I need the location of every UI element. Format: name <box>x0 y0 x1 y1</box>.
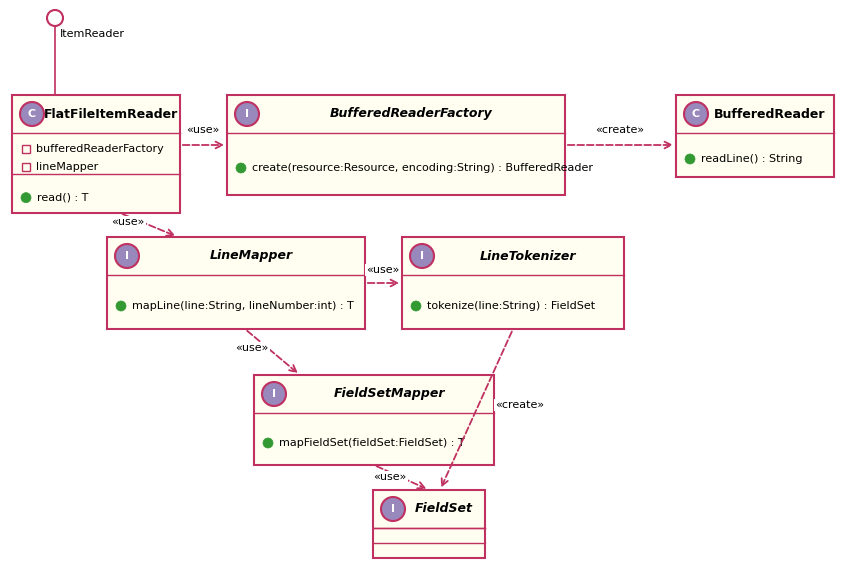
Text: mapLine(line:String, lineNumber:int) : T: mapLine(line:String, lineNumber:int) : T <box>132 301 354 311</box>
Text: tokenize(line:String) : FieldSet: tokenize(line:String) : FieldSet <box>427 301 595 311</box>
Ellipse shape <box>411 301 421 311</box>
Text: read() : T: read() : T <box>37 192 88 203</box>
Text: LineMapper: LineMapper <box>210 249 293 263</box>
Ellipse shape <box>684 102 708 126</box>
Bar <box>22 145 30 153</box>
Text: C: C <box>28 109 36 119</box>
Text: I: I <box>125 251 129 261</box>
Ellipse shape <box>235 102 259 126</box>
Bar <box>22 163 30 171</box>
Text: bufferedReaderFactory: bufferedReaderFactory <box>36 144 164 154</box>
Text: I: I <box>420 251 424 261</box>
Text: I: I <box>272 389 276 399</box>
Ellipse shape <box>20 102 44 126</box>
Text: LineTokenizer: LineTokenizer <box>480 249 576 263</box>
Text: BufferedReaderFactory: BufferedReaderFactory <box>330 108 492 120</box>
Text: FlatFileItemReader: FlatFileItemReader <box>44 108 179 120</box>
Text: C: C <box>692 109 700 119</box>
Text: readLine() : String: readLine() : String <box>701 154 803 164</box>
Bar <box>402 237 624 329</box>
Text: create(resource:Resource, encoding:String) : BufferedReader: create(resource:Resource, encoding:Strin… <box>252 163 593 173</box>
Bar <box>12 95 180 213</box>
Text: FieldSet: FieldSet <box>415 502 473 516</box>
Ellipse shape <box>410 244 434 268</box>
Ellipse shape <box>263 438 273 448</box>
Text: «use»: «use» <box>186 125 220 135</box>
Ellipse shape <box>381 497 405 521</box>
Bar <box>227 95 565 195</box>
Bar <box>254 375 494 465</box>
Ellipse shape <box>262 382 286 406</box>
Bar <box>676 95 834 177</box>
Text: mapFieldSet(fieldSet:FieldSet) : T: mapFieldSet(fieldSet:FieldSet) : T <box>279 438 464 448</box>
Ellipse shape <box>115 244 139 268</box>
Ellipse shape <box>685 154 695 164</box>
Text: «use»: «use» <box>235 343 269 353</box>
Text: ItemReader: ItemReader <box>60 29 125 39</box>
Bar <box>373 490 485 558</box>
Ellipse shape <box>47 10 63 26</box>
Text: BufferedReader: BufferedReader <box>714 108 826 120</box>
Ellipse shape <box>21 192 31 203</box>
Text: I: I <box>245 109 249 119</box>
Text: «use»: «use» <box>112 217 145 227</box>
Bar <box>107 237 365 329</box>
Text: «create»: «create» <box>496 400 545 410</box>
Text: FieldSetMapper: FieldSetMapper <box>333 388 445 400</box>
Text: «create»: «create» <box>596 125 645 135</box>
Ellipse shape <box>116 301 126 311</box>
Text: I: I <box>391 504 395 514</box>
Text: «use»: «use» <box>373 472 407 482</box>
Ellipse shape <box>236 163 246 173</box>
Text: «use»: «use» <box>366 265 399 275</box>
Text: lineMapper: lineMapper <box>36 162 98 172</box>
